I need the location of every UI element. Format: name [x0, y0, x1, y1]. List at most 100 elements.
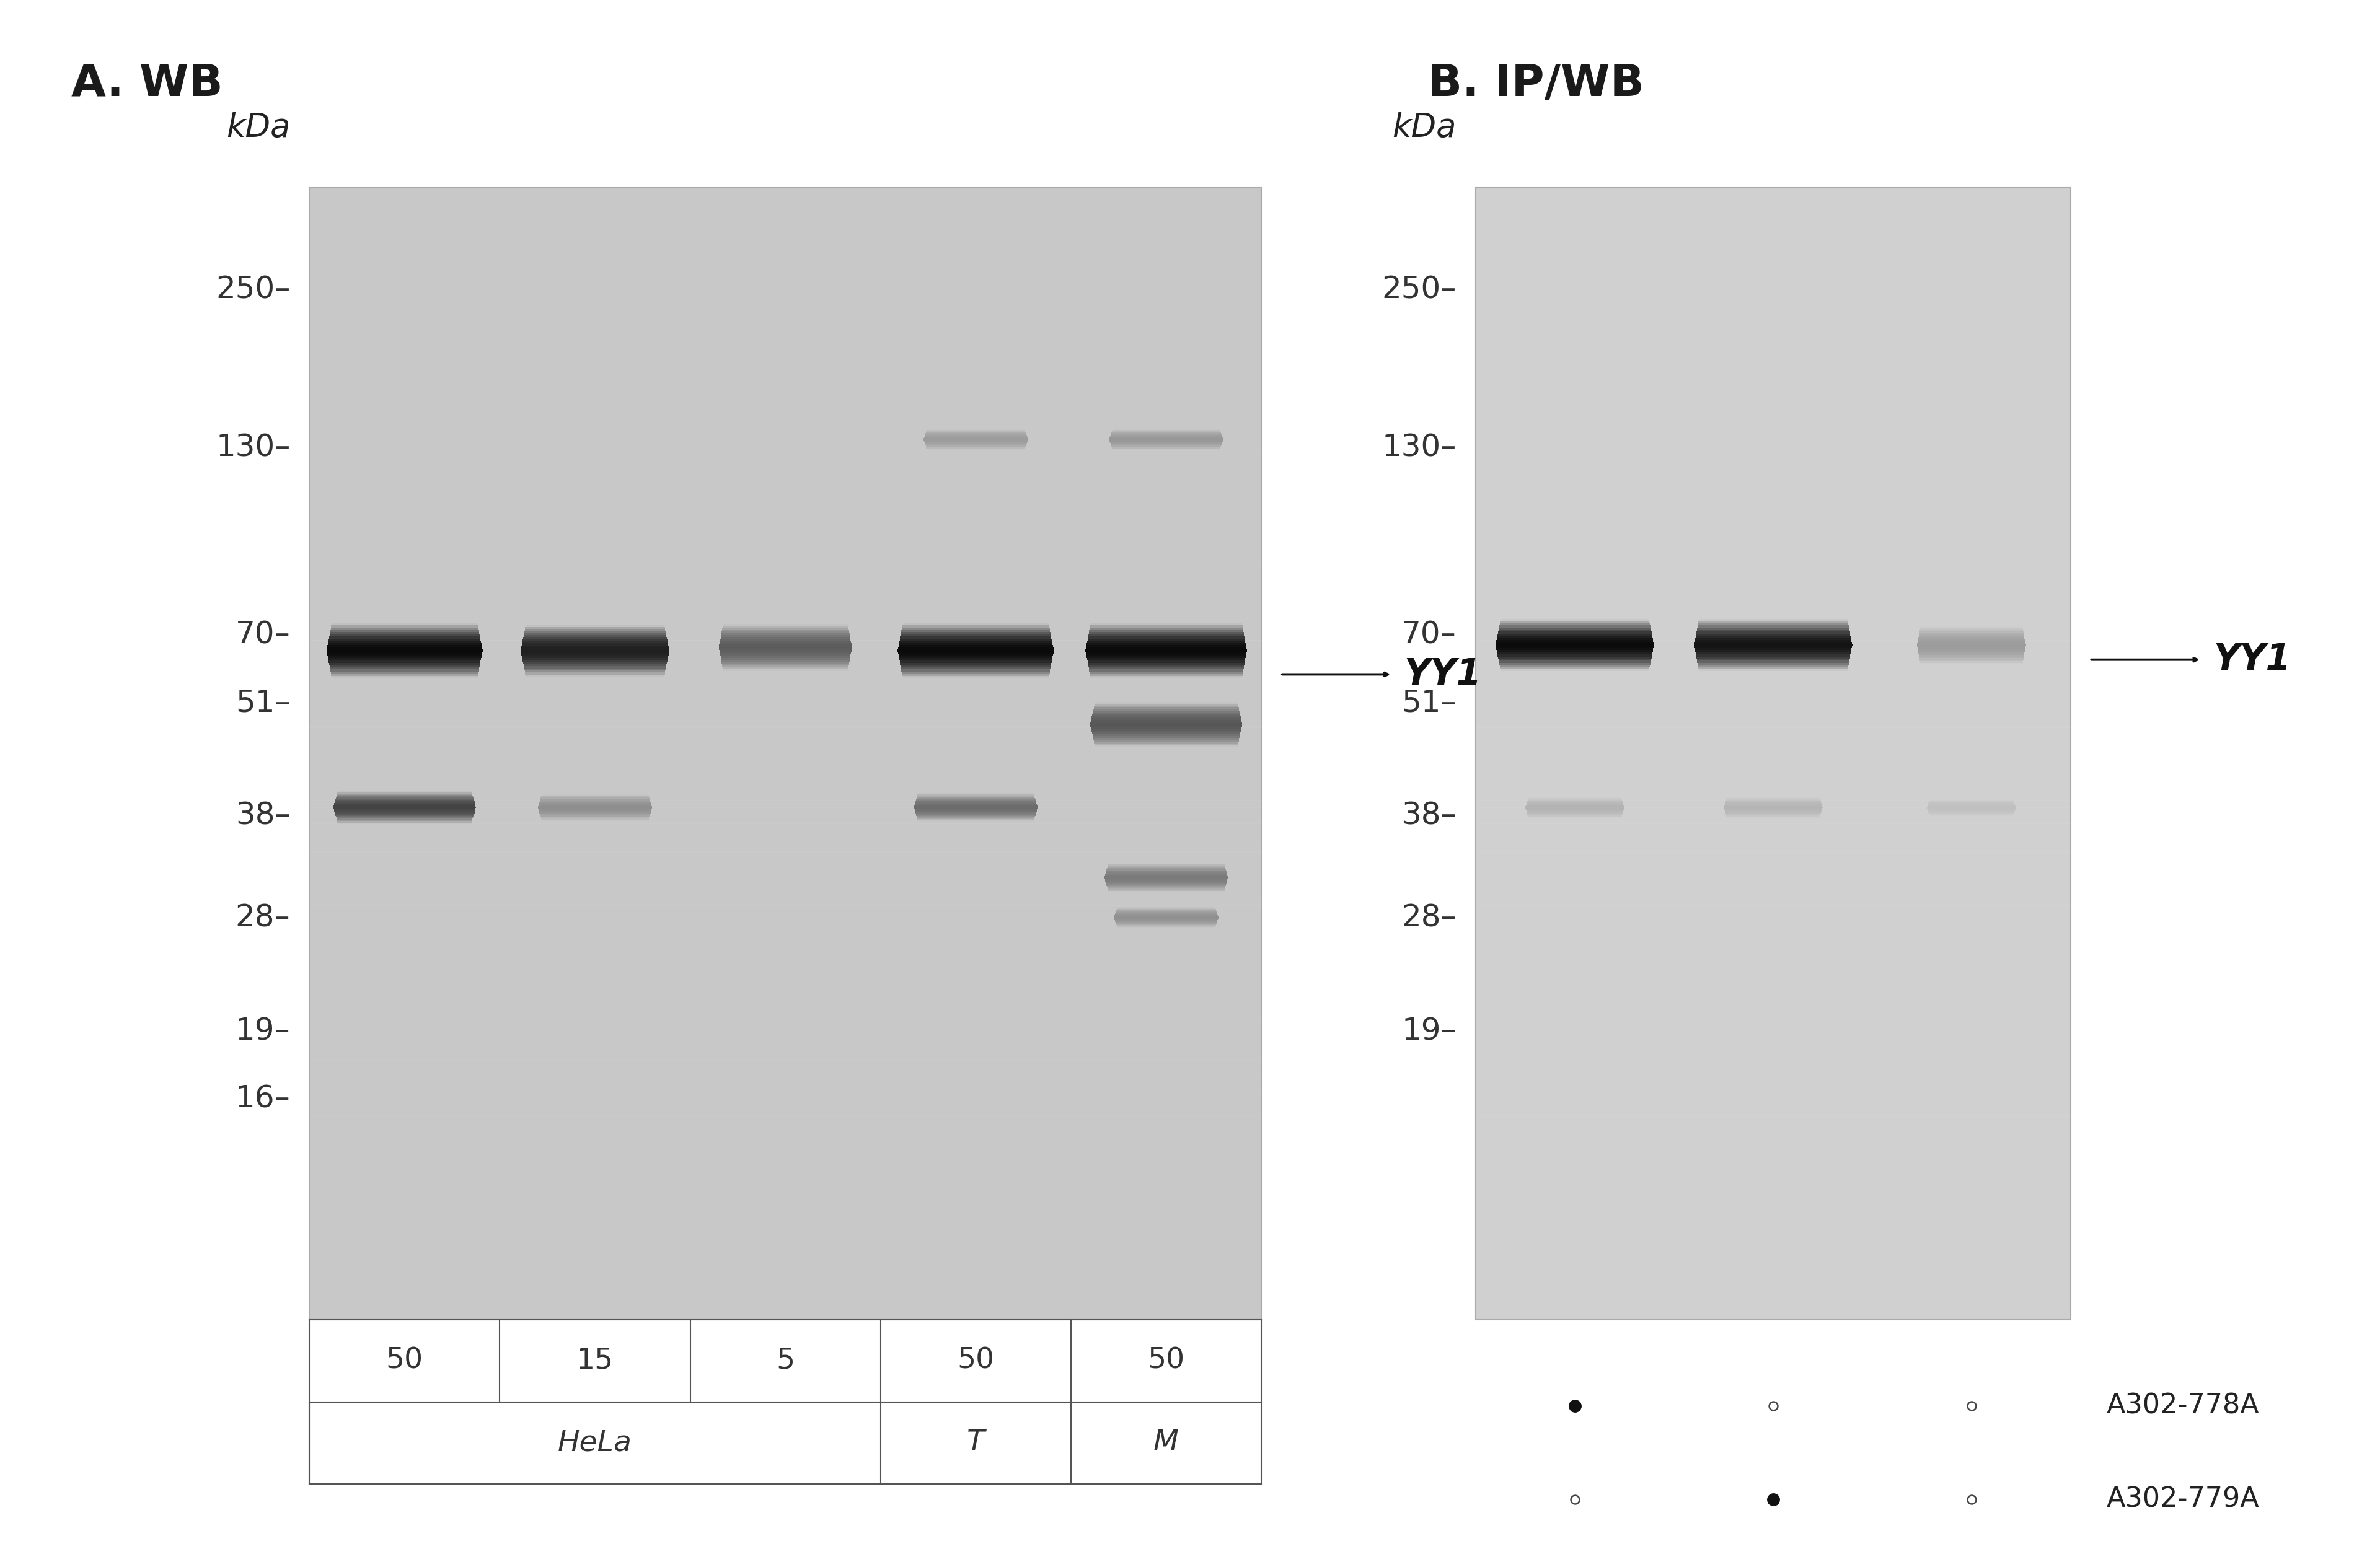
Bar: [719, 648, 852, 650]
Bar: [719, 647, 852, 648]
Bar: [1699, 673, 1847, 675]
Bar: [1088, 639, 1245, 640]
Bar: [1697, 625, 1849, 628]
Bar: [724, 623, 847, 626]
Bar: [1088, 644, 1245, 645]
Bar: [1095, 706, 1238, 708]
Text: A. WB: A. WB: [71, 62, 224, 105]
Bar: [1695, 636, 1852, 637]
Bar: [521, 642, 669, 644]
Text: 19–: 19–: [1402, 1017, 1457, 1047]
Bar: [1695, 637, 1852, 640]
Bar: [1088, 662, 1245, 665]
Bar: [721, 636, 850, 637]
Bar: [524, 637, 666, 639]
Bar: [524, 633, 666, 636]
Bar: [1699, 622, 1847, 623]
Bar: [1695, 650, 1852, 653]
Bar: [1088, 661, 1245, 662]
Bar: [724, 669, 847, 672]
Bar: [1697, 631, 1849, 634]
Text: kDa: kDa: [226, 111, 290, 144]
Bar: [1092, 717, 1240, 719]
Bar: [724, 672, 847, 673]
Bar: [524, 670, 666, 673]
Bar: [1088, 634, 1245, 636]
Bar: [1697, 623, 1849, 625]
Bar: [1090, 722, 1242, 723]
Bar: [719, 650, 852, 651]
Bar: [721, 654, 850, 656]
Bar: [1499, 669, 1649, 672]
Bar: [1090, 629, 1242, 633]
Bar: [521, 645, 669, 648]
Bar: [1497, 636, 1652, 637]
Bar: [1092, 719, 1240, 720]
Bar: [1699, 619, 1847, 622]
Bar: [1695, 644, 1852, 647]
Bar: [1499, 619, 1649, 622]
Text: 15: 15: [576, 1346, 614, 1375]
Bar: [902, 678, 1050, 679]
Bar: [331, 623, 478, 625]
Bar: [1699, 675, 1847, 678]
Bar: [900, 644, 1052, 645]
Bar: [1090, 720, 1242, 722]
Bar: [1695, 648, 1852, 650]
Bar: [721, 662, 850, 664]
Bar: [328, 656, 481, 658]
Bar: [331, 622, 478, 623]
Bar: [900, 634, 1052, 636]
Bar: [1497, 654, 1652, 656]
Bar: [900, 661, 1052, 662]
Bar: [902, 667, 1050, 669]
Bar: [724, 667, 847, 669]
Text: 16–: 16–: [236, 1084, 290, 1114]
Bar: [521, 651, 669, 654]
Bar: [328, 640, 481, 644]
Bar: [721, 665, 850, 667]
Bar: [524, 661, 666, 662]
Bar: [721, 639, 850, 640]
Bar: [1476, 187, 2071, 1320]
Bar: [1090, 678, 1242, 679]
Bar: [1697, 662, 1849, 665]
Bar: [1090, 672, 1242, 673]
Bar: [1502, 675, 1647, 678]
Bar: [1497, 631, 1652, 634]
Bar: [1088, 658, 1245, 661]
Bar: [1697, 634, 1849, 636]
Bar: [1095, 744, 1238, 745]
Bar: [521, 656, 669, 658]
Bar: [1095, 747, 1238, 748]
Bar: [902, 669, 1050, 672]
Text: 5: 5: [776, 1346, 795, 1375]
Bar: [1499, 667, 1649, 669]
Bar: [1085, 647, 1247, 650]
Bar: [1499, 665, 1649, 667]
Bar: [721, 658, 850, 659]
Text: 51–: 51–: [236, 687, 290, 717]
Text: 130–: 130–: [1383, 433, 1457, 462]
Bar: [721, 664, 850, 665]
Text: 19–: 19–: [236, 1017, 290, 1047]
Bar: [1697, 628, 1849, 629]
Bar: [1092, 736, 1240, 737]
Text: YY1: YY1: [1404, 656, 1483, 692]
Bar: [1092, 734, 1240, 736]
Bar: [526, 623, 664, 625]
Bar: [897, 647, 1054, 650]
Bar: [1497, 634, 1652, 636]
Text: 50: 50: [386, 1346, 424, 1375]
Bar: [724, 622, 847, 623]
Bar: [328, 639, 481, 640]
Text: 28–: 28–: [1402, 903, 1457, 933]
Bar: [331, 629, 478, 633]
Bar: [1092, 729, 1240, 731]
Bar: [721, 656, 850, 658]
Bar: [900, 658, 1052, 661]
Bar: [721, 628, 850, 629]
Bar: [904, 619, 1047, 622]
Bar: [333, 679, 476, 683]
Text: A302-779A: A302-779A: [2106, 1485, 2259, 1514]
